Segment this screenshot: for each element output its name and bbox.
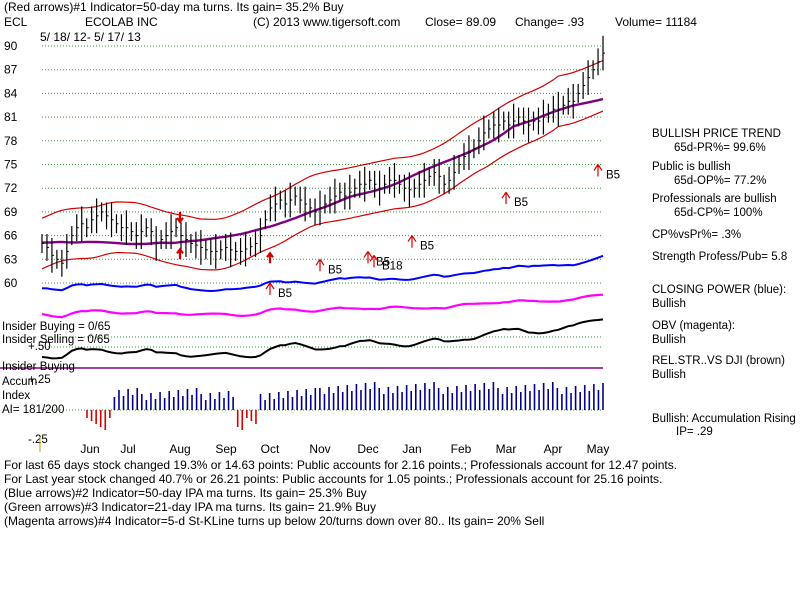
accum-tick-label: +.50 xyxy=(28,341,51,353)
month-label: Nov xyxy=(309,442,330,456)
company-name: ECOLAB INC xyxy=(85,15,158,29)
date-range: 5/ 18/ 12- 5/ 17/ 13 xyxy=(40,30,141,44)
insider-buying-label-2: Insider Buying xyxy=(2,361,75,373)
strength-ratio: Strength Profess/Pub= 5.8 xyxy=(652,251,788,263)
ma50-line xyxy=(42,97,604,246)
cp-percent: 65d-CP%= 100% xyxy=(674,207,763,219)
buy-signal-label: B18 xyxy=(382,260,402,272)
op-percent: 65d-OP%= 77.2% xyxy=(674,175,767,187)
buy-signal-label: B5 xyxy=(420,241,434,253)
buy-signal-label: B5 xyxy=(278,288,292,300)
buy-signal-label: B5 xyxy=(514,197,528,209)
lower-band-line xyxy=(41,110,604,271)
buy-arrow xyxy=(369,255,379,268)
footer-last-year: For Last year stock changed 40.7% or 26.… xyxy=(4,472,663,486)
price-tick-label: 66 xyxy=(4,229,18,243)
obv-label: OBV (magenta): xyxy=(652,320,736,332)
bollinger-bands xyxy=(41,59,604,271)
month-label: Mar xyxy=(496,442,517,456)
red-down-arrow xyxy=(176,211,184,224)
closing-power-label: CLOSING POWER (blue): xyxy=(652,284,787,296)
price-change: Change= .93 xyxy=(515,15,585,29)
trend-title: BULLISH PRICE TREND xyxy=(652,128,781,140)
price-tick-label: 78 xyxy=(4,134,18,148)
month-label: Sep xyxy=(215,442,237,456)
price-tick-label: 63 xyxy=(4,252,18,266)
red-up-arrow xyxy=(176,247,184,260)
price-tick-label: 84 xyxy=(4,86,18,100)
month-label: Dec xyxy=(357,442,378,456)
price-bars xyxy=(41,35,605,277)
buy-arrow xyxy=(363,251,373,264)
accum-tick-label: +.25 xyxy=(28,374,51,386)
upper-band-line xyxy=(41,59,604,220)
month-label: Jul xyxy=(120,442,135,456)
month-label: Jun xyxy=(80,442,99,456)
price-tick-label: 69 xyxy=(4,205,18,219)
rel-strength-line xyxy=(41,318,604,360)
relstr-value: Bullish xyxy=(652,369,686,381)
buy-arrow xyxy=(501,191,511,205)
price-tick-label: 75 xyxy=(4,158,18,172)
month-label: May xyxy=(587,442,610,456)
price-tick-label: 90 xyxy=(4,39,18,53)
close-price: Close= 89.09 xyxy=(425,15,497,29)
pr-percent: 65d-PR%= 99.6% xyxy=(674,142,766,154)
lower-indicators xyxy=(41,254,604,360)
closing-power-value: Bullish xyxy=(652,298,686,310)
red-up-arrow xyxy=(266,251,274,264)
accum-status: Bullish: Accumulation Rising xyxy=(652,413,796,425)
insider-buying-label: Insider Buying = 0/65 xyxy=(2,321,111,333)
obv-value: Bullish xyxy=(652,334,686,346)
month-label: Apr xyxy=(544,442,563,456)
month-label: Aug xyxy=(169,442,190,456)
price-tick-label: 72 xyxy=(4,181,18,195)
buy-arrow xyxy=(315,258,325,272)
indicator-green-arrows: (Green arrows)#3 Indicator=21-day IPA ma… xyxy=(4,500,376,514)
copyright: (C) 2013 www.tigersoft.com xyxy=(253,15,401,29)
relstr-label: REL.STR..VS DJI (brown) xyxy=(652,355,785,367)
ticker-symbol: ECL xyxy=(4,15,28,29)
footer-65-day: For last 65 days stock changed 19.3% or … xyxy=(4,458,678,472)
indicator-blue-arrows: (Blue arrows)#2 Indicator=50-day IPA ma … xyxy=(4,486,367,500)
ip-value: IP= .29 xyxy=(676,426,713,438)
insider-selling-label: Insider Selling = 0/65 xyxy=(2,334,110,346)
obv-line xyxy=(41,293,604,319)
closing-power-line xyxy=(41,254,604,293)
volume: Volume= 11184 xyxy=(615,15,697,29)
index-label: Index xyxy=(2,390,31,402)
buy-arrow xyxy=(593,164,603,177)
buy-arrow xyxy=(265,282,275,295)
indicator-magenta-arrows: (Magenta arrows)#4 Indicator=5-d St-KLin… xyxy=(4,514,545,528)
month-label: Feb xyxy=(451,442,472,456)
price-gridlines xyxy=(0,45,603,411)
accum-label: Accum xyxy=(2,376,38,388)
price-tick-label: 60 xyxy=(4,276,18,290)
indicator-red-arrows: (Red arrows)#1 Indicator=50-day ma turns… xyxy=(4,0,344,14)
accum-tick-label: -.25 xyxy=(28,434,48,446)
month-label: Oct xyxy=(261,442,280,456)
public-status: Public is bullish xyxy=(652,161,731,173)
cp-vs-pr: CP%vsPr%= .3% xyxy=(652,229,742,241)
axis-labels: 90 87 84 81 78 75 72 69 66 63 60 Jun Jul Aug Sep Oct Nov… xyxy=(4,39,609,456)
month-label: Jan xyxy=(402,442,421,456)
price-tick-label: 81 xyxy=(4,110,18,124)
buy-signal-label: B5 xyxy=(376,256,390,268)
professionals-status: Professionals are bullish xyxy=(652,193,777,205)
price-tick-label: 87 xyxy=(4,63,18,77)
buy-signal-label: B5 xyxy=(328,264,342,276)
accumulation-histogram xyxy=(86,382,604,430)
ai-label: AI= 181/200 xyxy=(2,404,65,416)
buy-signal-label: B5 xyxy=(606,170,620,182)
buy-arrow xyxy=(407,235,417,248)
